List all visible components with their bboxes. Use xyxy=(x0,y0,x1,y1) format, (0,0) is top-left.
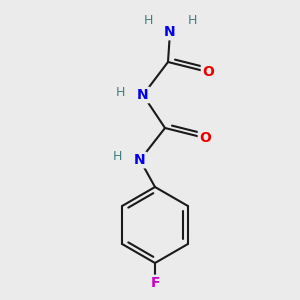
Text: F: F xyxy=(150,276,160,290)
Text: O: O xyxy=(199,131,211,145)
Text: N: N xyxy=(164,25,176,39)
Text: H: H xyxy=(187,14,197,26)
Text: N: N xyxy=(134,153,146,167)
Text: H: H xyxy=(143,14,153,26)
Text: O: O xyxy=(202,65,214,79)
Text: N: N xyxy=(137,88,149,102)
Text: H: H xyxy=(115,86,125,100)
Text: H: H xyxy=(112,151,122,164)
